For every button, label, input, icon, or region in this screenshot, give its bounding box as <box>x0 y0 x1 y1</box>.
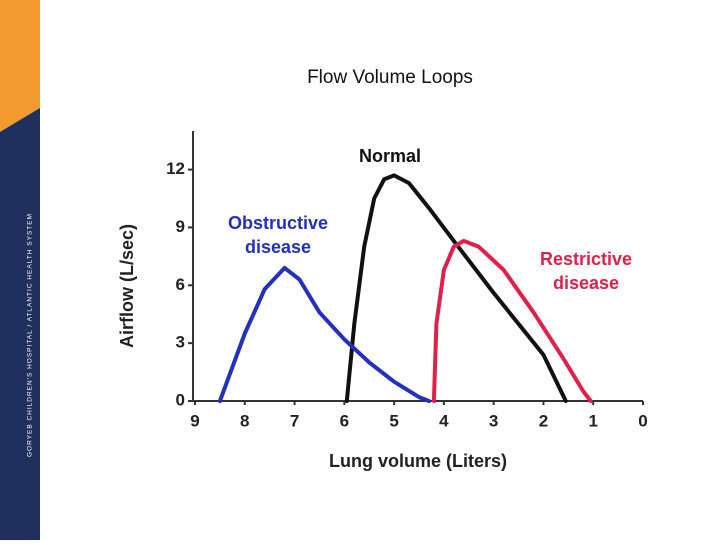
sidebar-accent <box>0 0 40 132</box>
x-tick-label: 3 <box>489 411 498 430</box>
flow-curve <box>344 173 568 403</box>
branding: GORYEB CHILDREN'S HOSPITAL / ATLANTIC HE… <box>27 213 34 457</box>
flow-curve <box>217 265 431 403</box>
x-tick-label: 0 <box>638 411 647 430</box>
y-axis-label: Airflow (L/sec) <box>117 224 137 348</box>
x-tick-label: 2 <box>539 411 548 430</box>
y-tick-label: 6 <box>176 275 185 294</box>
x-tick-label: 1 <box>588 411 597 430</box>
curve-label: Normal <box>359 146 421 166</box>
y-tick-label: 3 <box>176 333 185 352</box>
y-tick-label: 12 <box>166 159 185 178</box>
flow-curve <box>431 238 593 403</box>
x-tick-label: 6 <box>340 411 349 430</box>
x-tick-label: 5 <box>389 411 398 430</box>
curve-label: disease <box>553 273 619 293</box>
x-tick-label: 4 <box>439 411 449 430</box>
curve-label: Restrictive <box>540 249 632 269</box>
y-tick-label: 0 <box>176 390 185 409</box>
curve-label: Obstructive <box>228 213 328 233</box>
x-tick-label: 9 <box>190 411 199 430</box>
x-tick-label: 8 <box>240 411 249 430</box>
y-tick-label: 9 <box>176 217 185 236</box>
x-axis-label: Lung volume (Liters) <box>329 451 507 471</box>
curve-label: disease <box>245 237 311 257</box>
x-tick-label: 7 <box>290 411 299 430</box>
chart-title: Flow Volume Loops <box>307 67 473 88</box>
